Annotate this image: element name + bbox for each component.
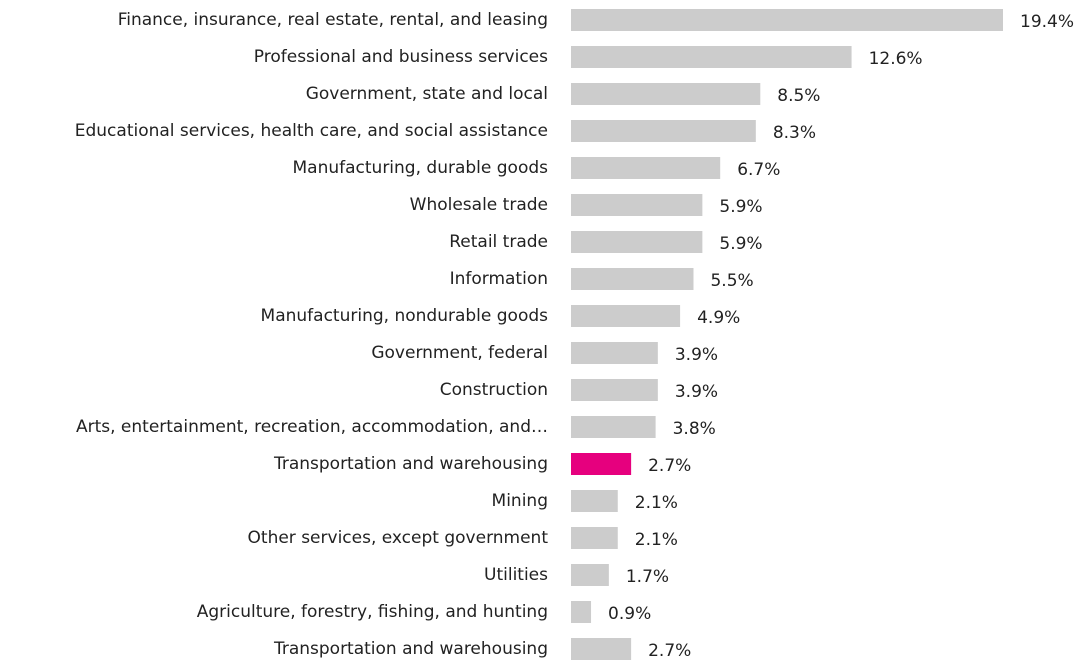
value-label: 5.9% xyxy=(719,234,762,254)
bar xyxy=(571,490,618,512)
bar xyxy=(571,305,681,327)
category-label: Utilities xyxy=(484,565,548,585)
value-label: 5.9% xyxy=(719,197,762,217)
category-label: Agriculture, forestry, fishing, and hunt… xyxy=(197,602,548,622)
category-label: Retail trade xyxy=(449,232,548,252)
category-label: Transportation and warehousing xyxy=(273,454,548,474)
category-label: Wholesale trade xyxy=(410,195,548,215)
value-label: 19.4% xyxy=(1020,12,1074,32)
category-label: Transportation and warehousing xyxy=(273,639,548,659)
bar xyxy=(571,638,632,660)
category-label: Other services, except government xyxy=(248,528,549,548)
category-label: Finance, insurance, real estate, rental,… xyxy=(118,10,548,30)
category-label: Mining xyxy=(492,491,548,511)
bar xyxy=(571,527,618,549)
bar xyxy=(571,231,703,253)
category-label: Construction xyxy=(440,380,548,400)
bar xyxy=(571,342,658,364)
value-label: 5.5% xyxy=(710,271,753,291)
bar xyxy=(571,157,721,179)
bar xyxy=(571,453,632,475)
category-label: Manufacturing, nondurable goods xyxy=(261,306,549,326)
value-label: 2.1% xyxy=(635,493,678,513)
value-label: 6.7% xyxy=(737,160,780,180)
bar xyxy=(571,268,694,290)
bar xyxy=(571,601,592,623)
bar xyxy=(571,46,852,68)
bar xyxy=(571,416,656,438)
value-label: 12.6% xyxy=(869,49,923,69)
category-label: Professional and business services xyxy=(254,47,548,67)
value-label: 3.8% xyxy=(673,419,716,439)
value-label: 1.7% xyxy=(626,567,669,587)
bar xyxy=(571,83,761,105)
value-label: 8.5% xyxy=(777,86,820,106)
category-label: Information xyxy=(450,269,548,289)
value-label: 3.9% xyxy=(675,345,718,365)
category-label: Government, state and local xyxy=(306,84,548,104)
bar xyxy=(571,9,1003,31)
category-label: Manufacturing, durable goods xyxy=(293,158,549,178)
value-label: 8.3% xyxy=(773,123,816,143)
bar xyxy=(571,120,756,142)
value-label: 4.9% xyxy=(697,308,740,328)
category-label: Educational services, health care, and s… xyxy=(75,121,548,141)
value-label: 2.7% xyxy=(648,456,691,476)
bar xyxy=(571,379,658,401)
value-label: 0.9% xyxy=(608,604,651,624)
category-label: Arts, entertainment, recreation, accommo… xyxy=(76,417,548,437)
bar xyxy=(571,194,703,216)
bar xyxy=(571,564,609,586)
value-label: 2.7% xyxy=(648,641,691,661)
value-label: 2.1% xyxy=(635,530,678,550)
value-label: 3.9% xyxy=(675,382,718,402)
category-label: Government, federal xyxy=(371,343,548,363)
